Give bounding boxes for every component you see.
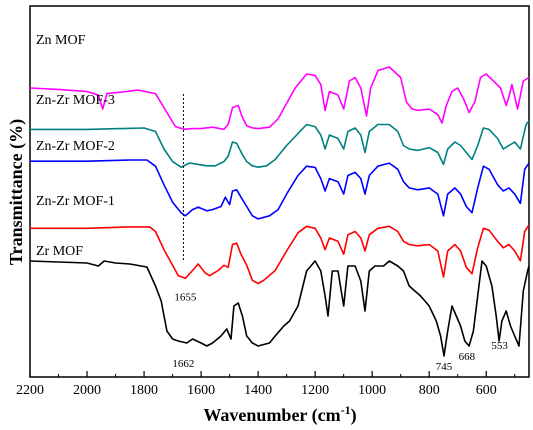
labels-layer: Zn MOF Zn-Zr MOF-3 Zn-Zr MOF-2 Zn-Zr MOF-1 Z… [36, 33, 115, 259]
series-label-zn-mof: Zn MOF [36, 33, 86, 48]
series-line-zr-mof [29, 260, 530, 357]
series-line-zn-zr-mof-1 [30, 224, 530, 285]
peak-annotation-668: 668 [459, 351, 476, 363]
x-axis-title-sup: -1 [341, 403, 351, 417]
x-tick-label: 1800 [130, 383, 158, 398]
peak-annotation-745: 745 [436, 361, 453, 373]
series-line-zn-zr-mof-3 [30, 120, 530, 168]
x-tick-label: 1400 [244, 383, 272, 398]
series-label-zn-zr-mof-1: Zn-Zr MOF-1 [36, 194, 115, 209]
x-tick-label: 1600 [187, 383, 215, 398]
series-label-zn-zr-mof-2: Zn-Zr MOF-2 [36, 139, 115, 154]
x-axis-title-end: ) [351, 405, 357, 426]
peak-annotation-553: 553 [491, 340, 508, 352]
x-tick-label: 2200 [16, 383, 44, 398]
peak-annotation-1662: 1662 [172, 358, 194, 370]
x-tick-label: 1200 [301, 383, 329, 398]
series-line-zn-mof [29, 66, 530, 131]
x-tick-label: 800 [419, 383, 440, 398]
annotations-layer: 1655 1662 745 668 553 [172, 291, 508, 373]
y-axis-title: Transmittance (%) [6, 119, 27, 265]
x-axis-title-main: Wavenumber (cm [203, 405, 340, 426]
series-layer [29, 66, 530, 357]
ticks-layer: 2200 2000 1800 1600 1400 1200 1000 800 600 [16, 371, 516, 398]
series-label-zr-mof: Zr MOF [36, 244, 83, 259]
peak-annotation-1655: 1655 [174, 291, 197, 303]
x-tick-label: 1000 [358, 383, 386, 398]
x-tick-label: 2000 [73, 383, 101, 398]
x-axis-title: Wavenumber (cm-1) [203, 403, 356, 426]
x-tick-label: 600 [476, 383, 497, 398]
plot-frame [29, 5, 530, 378]
series-label-zn-zr-mof-3: Zn-Zr MOF-3 [36, 93, 115, 108]
series-line-zn-zr-mof-2 [30, 159, 530, 220]
